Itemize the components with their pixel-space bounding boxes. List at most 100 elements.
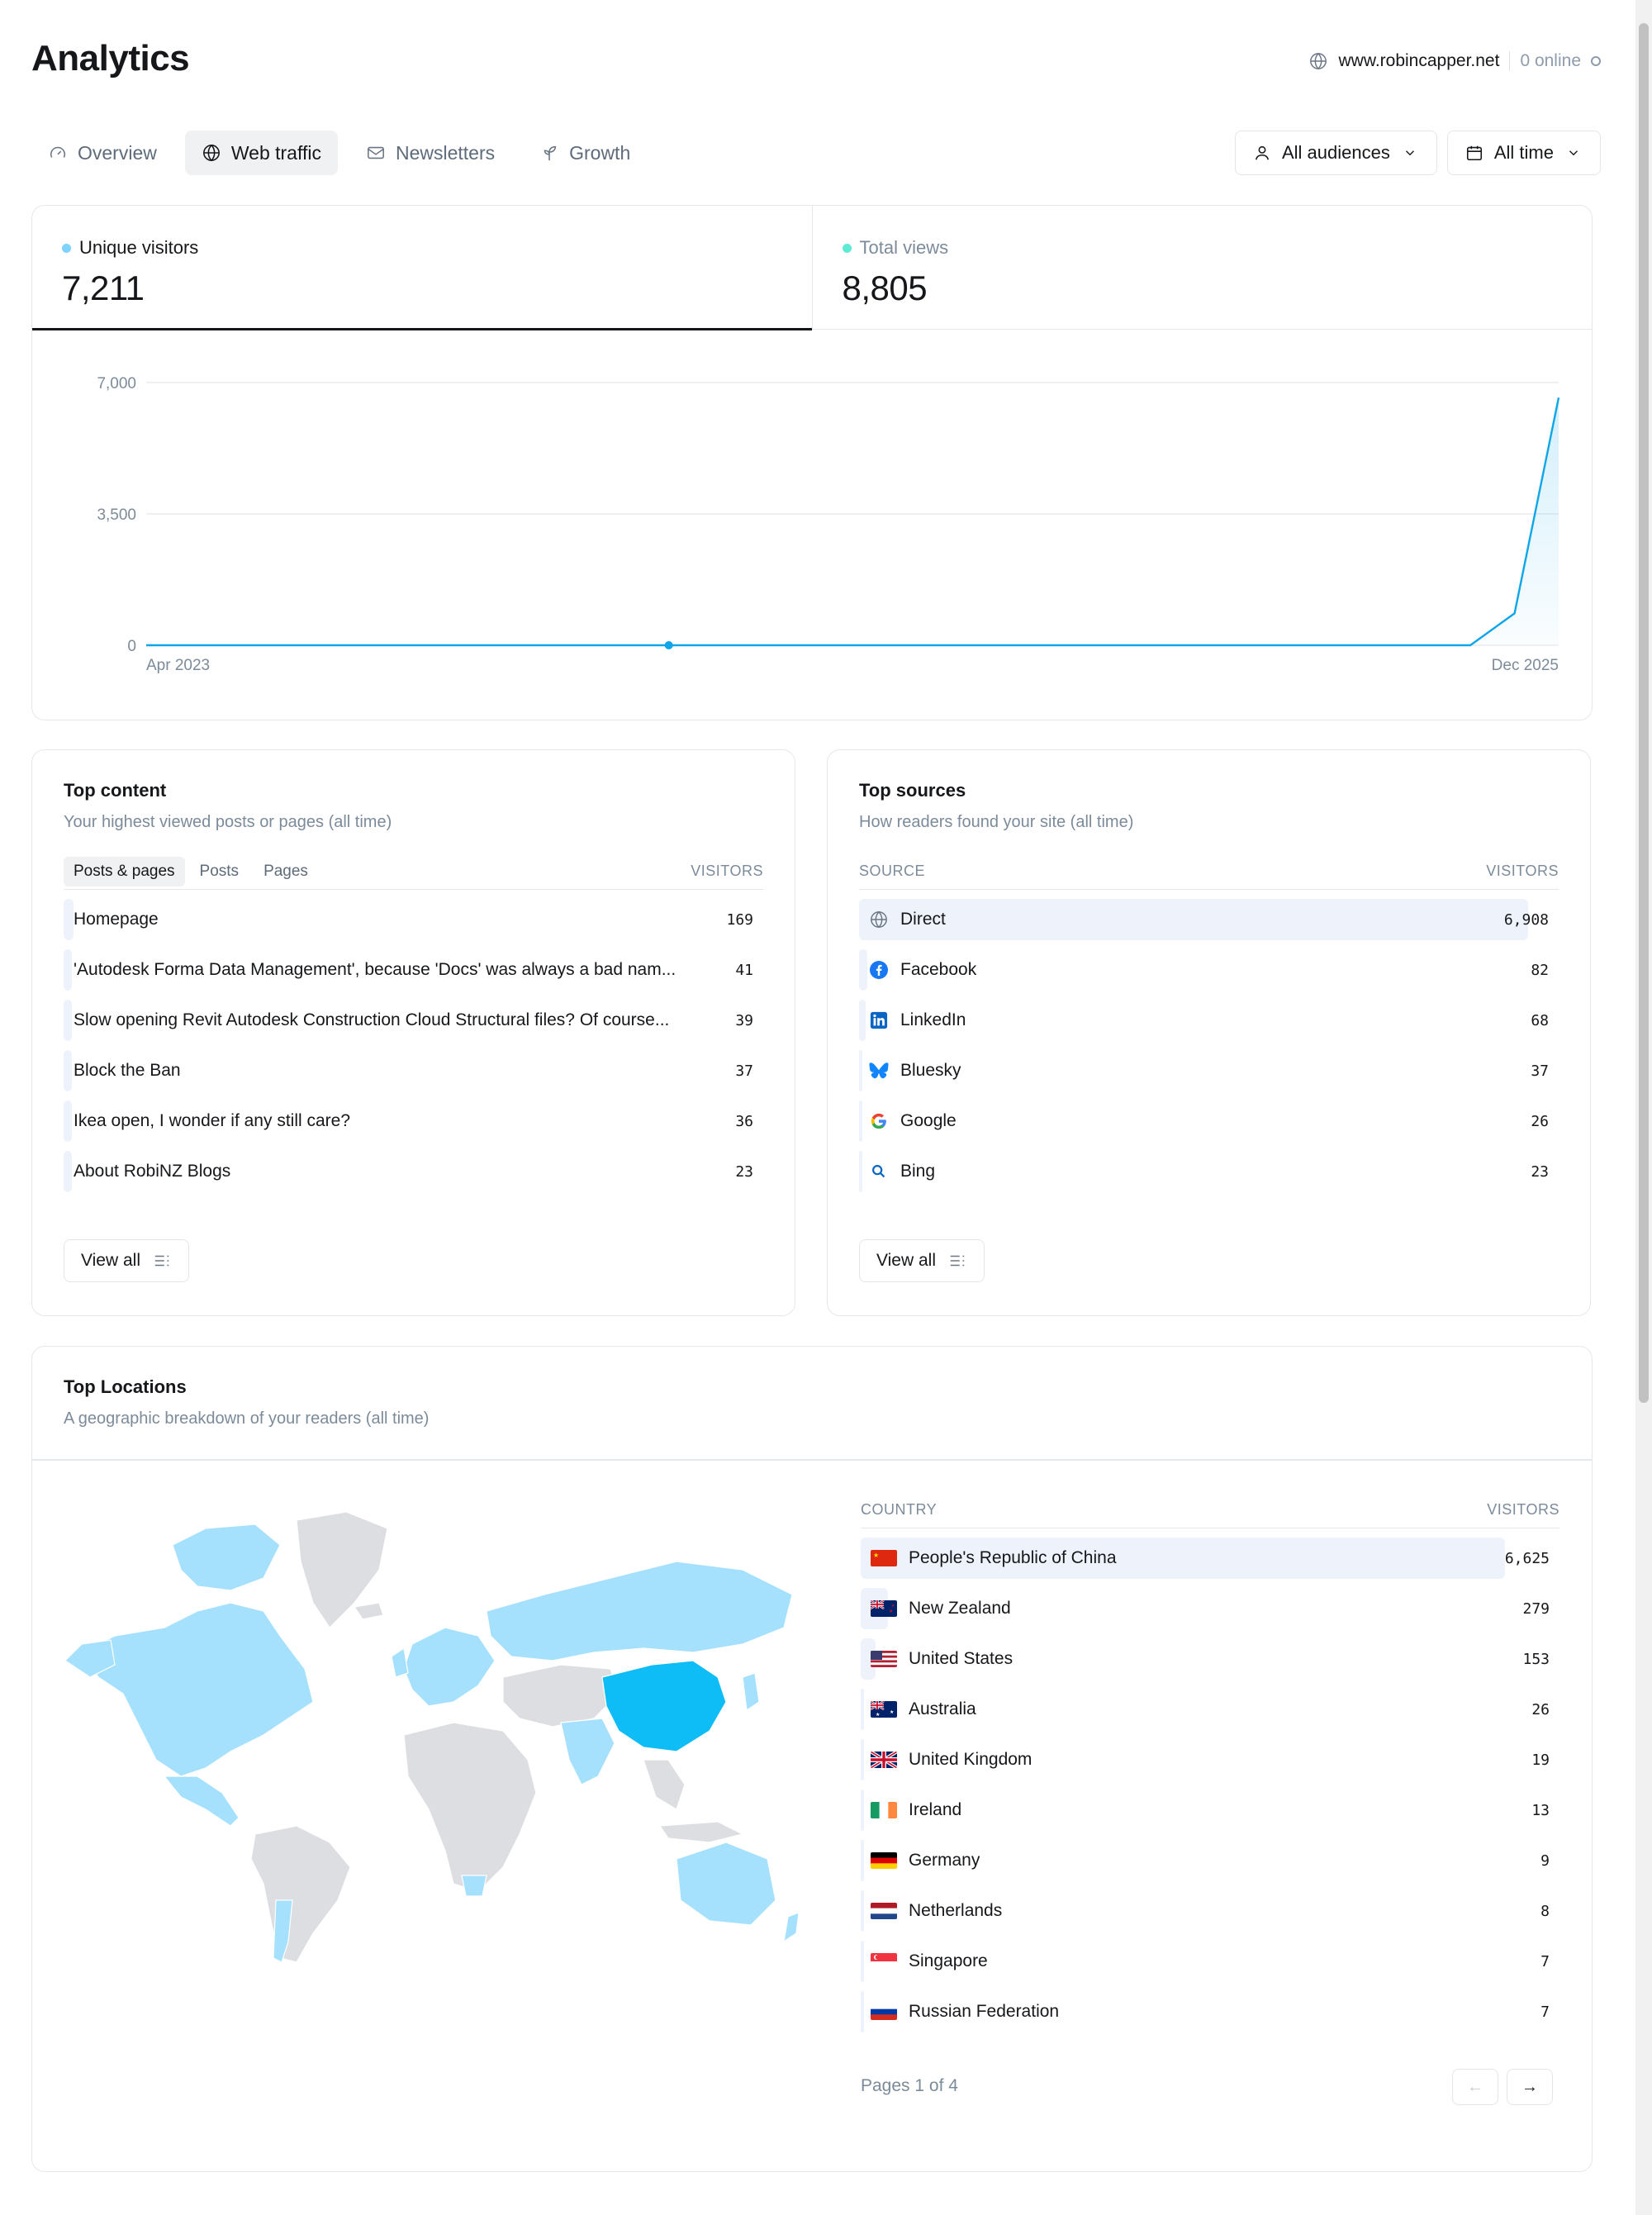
location-row[interactable]: Germany 9	[861, 1840, 1559, 1881]
map-north-america	[81, 1602, 314, 1777]
location-row[interactable]: United Kingdom 19	[861, 1739, 1559, 1780]
location-list: ★ People's Republic of China 6,625 ★ ★ New Ze…	[861, 1538, 1559, 2032]
map-japan	[742, 1672, 760, 1712]
flag-gb-icon	[871, 1752, 897, 1768]
globe-icon	[1308, 51, 1328, 71]
column-header-visitors: VISITORS	[1486, 863, 1559, 879]
next-page-button[interactable]: →	[1507, 2069, 1553, 2105]
location-row[interactable]: Netherlands 8	[861, 1890, 1559, 1932]
column-header-source: SOURCE	[859, 863, 926, 879]
row-label-group: LinkedIn	[859, 1010, 966, 1030]
map-china	[601, 1660, 727, 1752]
map-argentina	[273, 1899, 293, 1963]
share-bar	[861, 1991, 864, 2032]
row-label-group: Direct	[859, 910, 946, 929]
source-row[interactable]: Bluesky 37	[859, 1050, 1559, 1091]
row-label: United Kingdom	[909, 1750, 1032, 1769]
content-row[interactable]: 'Autodesk Forma Data Management', becaus…	[64, 949, 763, 991]
period-dropdown[interactable]: All time	[1446, 131, 1601, 175]
source-list: Direct 6,908 Facebook 82 LinkedIn 68 Bluesky 37…	[859, 899, 1559, 1192]
online-indicator-icon	[1591, 56, 1601, 66]
kpi-tabs: Unique visitors 7,211 Total views 8,805	[32, 206, 1592, 330]
view-all-content-button[interactable]: View all	[64, 1239, 189, 1282]
button-label: View all	[876, 1251, 936, 1270]
view-all-sources-button[interactable]: View all	[859, 1239, 985, 1282]
source-row[interactable]: Bing 23	[859, 1151, 1559, 1192]
list-icon	[152, 1251, 172, 1271]
row-label: Ikea open, I wonder if any still care?	[74, 1111, 351, 1130]
source-row[interactable]: LinkedIn 68	[859, 1000, 1559, 1041]
visitors-chart: 7,000 3,500 0 Apr 2023 Dec 2025	[97, 375, 1560, 674]
previous-page-button[interactable]: ←	[1452, 2069, 1498, 2105]
list-header: COUNTRY VISITORS	[861, 1492, 1559, 1528]
flag-nl-icon	[871, 1903, 897, 1919]
tab-newsletters[interactable]: Newsletters	[349, 131, 511, 175]
row-value: 7	[1540, 1952, 1550, 1970]
scrollbar[interactable]	[1635, 0, 1652, 2215]
tab-overview[interactable]: Overview	[31, 131, 173, 175]
content-row[interactable]: Block the Ban 37	[64, 1050, 763, 1091]
location-row[interactable]: United States 153	[861, 1638, 1559, 1680]
tab-growth[interactable]: Growth	[523, 131, 647, 175]
location-row[interactable]: Ireland 13	[861, 1790, 1559, 1831]
hover-point[interactable]	[664, 641, 673, 649]
audience-dropdown[interactable]: All audiences	[1235, 131, 1437, 175]
content-row[interactable]: Homepage 169	[64, 899, 763, 940]
map-iceland	[353, 1602, 384, 1620]
tab-label: Newsletters	[395, 141, 496, 164]
kpi-unique-visitors[interactable]: Unique visitors 7,211	[32, 206, 812, 330]
share-bar	[64, 1050, 72, 1091]
row-value: 13	[1531, 1801, 1550, 1819]
map-indonesia	[658, 1821, 744, 1843]
source-row[interactable]: Google 26	[859, 1100, 1559, 1142]
mail-icon	[366, 143, 386, 163]
row-value: 23	[735, 1162, 753, 1181]
y-tick-label: 3,500	[97, 506, 136, 524]
row-label-group: Russian Federation	[861, 2002, 1059, 2022]
section-subtitle: A geographic breakdown of your readers (…	[64, 1409, 430, 1428]
share-bar	[64, 1151, 72, 1192]
tab-posts[interactable]: Posts	[199, 862, 240, 880]
audience-value: All audiences	[1282, 142, 1390, 163]
source-row[interactable]: Direct 6,908	[859, 899, 1559, 940]
kpi-total-views[interactable]: Total views 8,805	[811, 206, 1593, 329]
list-icon	[947, 1251, 967, 1271]
x-tick-label: Dec 2025	[1492, 657, 1559, 674]
row-label-group: Google	[859, 1111, 957, 1131]
tab-pages[interactable]: Pages	[263, 862, 308, 880]
row-label: Facebook	[900, 960, 977, 979]
content-row[interactable]: Slow opening Revit Autodesk Construction…	[64, 1000, 763, 1041]
location-row[interactable]: ★ ★ Australia 26	[861, 1689, 1559, 1730]
row-label-group: Facebook	[859, 960, 976, 980]
row-label-group: United States	[861, 1649, 1013, 1669]
kpi-label-row: Unique visitors	[62, 237, 782, 259]
tab-label: Growth	[569, 141, 631, 164]
site-url-link[interactable]: www.robincapper.net	[1338, 51, 1500, 70]
row-value: 153	[1522, 1650, 1550, 1668]
location-row[interactable]: ★ ★ New Zealand 279	[861, 1588, 1559, 1629]
row-value: 6,625	[1504, 1549, 1550, 1567]
share-bar	[859, 899, 1528, 940]
row-label: New Zealand	[909, 1599, 1011, 1618]
share-bar	[859, 1050, 863, 1091]
row-label: Russian Federation	[909, 2002, 1060, 2021]
share-bar	[861, 1790, 864, 1831]
tab-web-traffic[interactable]: Web traffic	[184, 131, 338, 175]
content-row[interactable]: About RobiNZ Blogs 23	[64, 1151, 763, 1192]
calendar-icon	[1464, 143, 1484, 163]
scrollbar-thumb[interactable]	[1639, 23, 1649, 1403]
content-row[interactable]: Ikea open, I wonder if any still care? 36	[64, 1100, 763, 1142]
location-row[interactable]: Singapore 7	[861, 1941, 1559, 1982]
row-value: 41	[735, 961, 753, 979]
row-value: 82	[1531, 961, 1549, 979]
source-row[interactable]: Facebook 82	[859, 949, 1559, 991]
section-subtitle: How readers found your site (all time)	[859, 813, 1134, 831]
globe-icon	[869, 910, 889, 929]
tab-posts-pages[interactable]: Posts & pages	[64, 856, 185, 886]
location-row[interactable]: ★ People's Republic of China 6,625	[861, 1538, 1559, 1579]
row-value: 26	[1531, 1700, 1550, 1718]
analytics-tabs: Overview Web traffic Newsletters Growth	[31, 131, 647, 175]
top-sources-card: Top sources How readers found your site …	[827, 749, 1591, 1316]
location-row[interactable]: Russian Federation 7	[861, 1991, 1559, 2032]
svg-text:★: ★	[891, 1604, 895, 1609]
